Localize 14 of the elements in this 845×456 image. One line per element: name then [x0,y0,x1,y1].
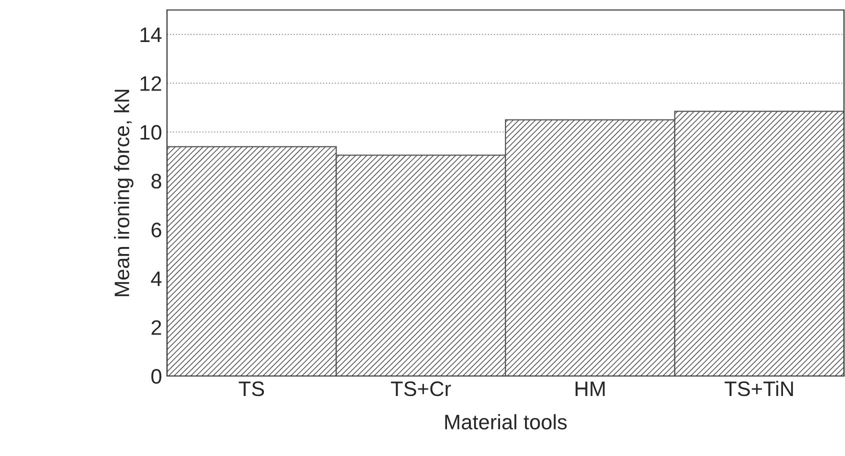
y-tick-label: 0 [151,369,162,384]
x-axis-title: Material tools [445,414,567,430]
x-tick-label: TS [238,381,264,396]
y-tick-label: 8 [151,174,162,189]
y-tick-label: 12 [140,76,162,91]
x-tick-label: TS+Cr [390,381,451,396]
y-tick-label: 2 [152,320,162,335]
y-tick-label: 10 [140,125,162,140]
y-tick-label: 6 [152,222,162,238]
y-tick-label: 14 [140,28,162,42]
x-tick-label: HM [576,382,605,396]
x-tick-label: TS+TiN [724,380,793,396]
y-axis-title: Mean ironing force, kN [114,90,134,296]
y-tick-label: 4 [151,272,162,286]
